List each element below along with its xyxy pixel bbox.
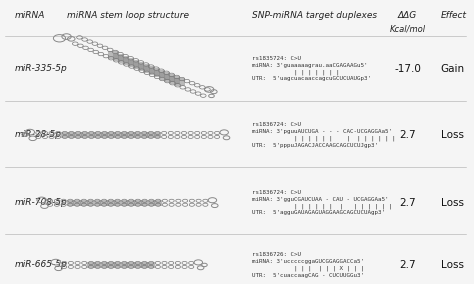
Polygon shape [94, 262, 101, 268]
Polygon shape [108, 51, 119, 59]
Polygon shape [100, 200, 108, 206]
Polygon shape [73, 200, 81, 206]
Polygon shape [133, 62, 145, 69]
Polygon shape [88, 132, 95, 138]
Polygon shape [74, 132, 82, 138]
Polygon shape [128, 132, 135, 138]
Polygon shape [169, 76, 180, 84]
Text: miR-665-5p: miR-665-5p [15, 260, 68, 270]
Text: | | | | | |    |  | | | | | |: | | | | | | | | | | | | | [253, 135, 396, 141]
Text: 2.7: 2.7 [400, 260, 416, 270]
Text: miRNA stem loop structure: miRNA stem loop structure [67, 11, 189, 20]
Polygon shape [154, 132, 161, 138]
Polygon shape [101, 132, 109, 138]
Polygon shape [87, 262, 95, 268]
Polygon shape [80, 200, 88, 206]
Polygon shape [113, 53, 124, 61]
Polygon shape [107, 200, 115, 206]
Text: rs1836726: C>U: rs1836726: C>U [253, 252, 301, 257]
Text: Gain: Gain [441, 64, 465, 74]
Polygon shape [120, 200, 128, 206]
Text: miR-28-5p: miR-28-5p [15, 130, 62, 139]
Polygon shape [93, 200, 101, 206]
Polygon shape [128, 262, 135, 268]
Polygon shape [155, 200, 162, 206]
Text: miRNA: 3'guaaaaagrau.aaCGAGAAGu5': miRNA: 3'guaaaaagrau.aaCGAGAAGu5' [253, 63, 368, 68]
Polygon shape [94, 132, 102, 138]
Text: | | |  | | | X | | |: | | | | | | X | | | [253, 266, 365, 271]
Polygon shape [147, 200, 155, 206]
Polygon shape [164, 74, 175, 82]
Text: 2.7: 2.7 [400, 198, 416, 208]
Polygon shape [141, 262, 148, 268]
Text: miR-708-5p: miR-708-5p [15, 198, 68, 207]
Text: rs1836724: C>U: rs1836724: C>U [253, 190, 301, 195]
Polygon shape [68, 132, 75, 138]
Text: Loss: Loss [441, 198, 464, 208]
Text: rs1835724: C>U: rs1835724: C>U [253, 56, 301, 61]
Polygon shape [154, 70, 165, 78]
Text: UTR:  5'cuaccaagCAG - CUCUUGGu3': UTR: 5'cuaccaagCAG - CUCUUGGu3' [253, 273, 365, 277]
Polygon shape [128, 200, 135, 206]
Polygon shape [107, 262, 115, 268]
Text: SNP-miRNA target duplexes: SNP-miRNA target duplexes [253, 11, 377, 20]
Text: UTR:  5'uagcuacaaccagcuGCUCUAUGp3': UTR: 5'uagcuacaaccagcuGCUCUAUGp3' [253, 76, 372, 81]
Polygon shape [134, 262, 142, 268]
Text: -17.0: -17.0 [394, 64, 421, 74]
Polygon shape [108, 132, 115, 138]
Polygon shape [123, 58, 134, 65]
Polygon shape [148, 68, 160, 76]
Text: miRNA: 3'pguuAUCUGA - - - CAC-UCGAGGAa5': miRNA: 3'pguuAUCUGA - - - CAC-UCGAGGAa5' [253, 129, 392, 134]
Text: miRNA: 3'gguCGAUCUAA - CAU - UCGAGGAa5': miRNA: 3'gguCGAUCUAA - CAU - UCGAGGAa5' [253, 197, 389, 202]
Polygon shape [81, 132, 89, 138]
Text: UTR:  5'pppuJAGACJACCAAGCAGCUCUJgp3': UTR: 5'pppuJAGACJACCAAGCAGCUCUJgp3' [253, 143, 378, 148]
Polygon shape [121, 132, 128, 138]
Polygon shape [61, 132, 69, 138]
Text: miR-335-5p: miR-335-5p [15, 64, 68, 73]
Text: | | | | | |  |   | | | | | |: | | | | | | | | | | | | | [253, 203, 392, 209]
Polygon shape [134, 132, 141, 138]
Text: miRNA: miRNA [15, 11, 45, 20]
Polygon shape [118, 56, 129, 63]
Polygon shape [66, 200, 74, 206]
Text: Kcal/mol: Kcal/mol [390, 25, 426, 34]
Polygon shape [100, 262, 108, 268]
Text: UTR:  5'agguGAUAGAGUAGGAAGCAGCUCUAgp3': UTR: 5'agguGAUAGAGUAGGAAGCAGCUCUAgp3' [253, 210, 385, 216]
Text: rs1836724: C>U: rs1836724: C>U [253, 122, 301, 127]
Polygon shape [87, 200, 94, 206]
Polygon shape [174, 78, 185, 86]
Polygon shape [134, 200, 142, 206]
Text: | | | | | | |: | | | | | | | [253, 69, 340, 75]
Polygon shape [120, 262, 128, 268]
Polygon shape [141, 200, 148, 206]
Text: Loss: Loss [441, 260, 464, 270]
Text: 2.7: 2.7 [400, 130, 416, 140]
Text: miRNA: 3'ucccccggaGUCGGAGGACCa5': miRNA: 3'ucccccggaGUCGGAGGACCa5' [253, 259, 365, 264]
Polygon shape [114, 262, 121, 268]
Polygon shape [147, 262, 155, 268]
Polygon shape [114, 200, 121, 206]
Polygon shape [140, 132, 148, 138]
Text: Effect: Effect [441, 11, 466, 20]
Polygon shape [159, 72, 170, 80]
Text: Loss: Loss [441, 130, 464, 140]
Text: ΔΔG: ΔΔG [398, 11, 417, 20]
Polygon shape [138, 64, 150, 71]
Polygon shape [144, 66, 155, 73]
Polygon shape [114, 132, 121, 138]
Polygon shape [128, 60, 139, 67]
Polygon shape [147, 132, 155, 138]
